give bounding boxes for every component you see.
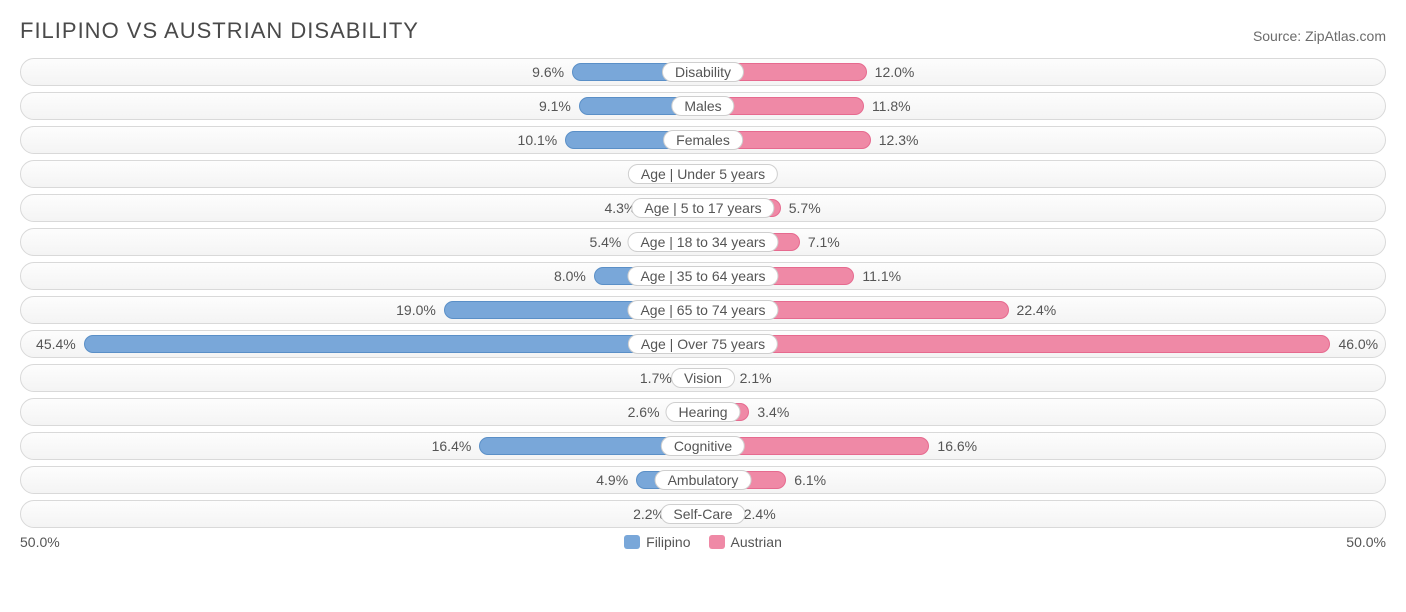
- value-label-filipino: 16.4%: [432, 437, 472, 455]
- right-half: 7.1%: [703, 229, 1385, 255]
- right-half: 11.1%: [703, 263, 1385, 289]
- left-half: 1.7%: [21, 365, 703, 391]
- category-pill: Ambulatory: [655, 470, 752, 490]
- value-label-austrian: 12.3%: [879, 131, 919, 149]
- left-half: 9.1%: [21, 93, 703, 119]
- right-half: 1.4%: [703, 161, 1385, 187]
- value-label-austrian: 5.7%: [789, 199, 821, 217]
- legend-swatch-austrian: [709, 535, 725, 549]
- right-half: 46.0%: [703, 331, 1385, 357]
- chart-row: 2.6% 3.4% Hearing: [20, 398, 1386, 426]
- right-half: 6.1%: [703, 467, 1385, 493]
- value-label-austrian: 46.0%: [1338, 335, 1378, 353]
- axis-right-label: 50.0%: [1346, 534, 1386, 550]
- chart-row: 5.4% 7.1% Age | 18 to 34 years: [20, 228, 1386, 256]
- chart-source: Source: ZipAtlas.com: [1253, 28, 1386, 44]
- left-half: 2.2%: [21, 501, 703, 527]
- legend-item-austrian: Austrian: [709, 534, 782, 550]
- left-half: 4.3%: [21, 195, 703, 221]
- right-half: 2.4%: [703, 501, 1385, 527]
- legend: Filipino Austrian: [624, 534, 782, 550]
- axis-left-label: 50.0%: [20, 534, 60, 550]
- legend-item-filipino: Filipino: [624, 534, 690, 550]
- right-half: 5.7%: [703, 195, 1385, 221]
- value-label-austrian: 2.4%: [744, 505, 776, 523]
- value-label-austrian: 3.4%: [757, 403, 789, 421]
- category-pill: Males: [671, 96, 734, 116]
- chart-row: 4.3% 5.7% Age | 5 to 17 years: [20, 194, 1386, 222]
- chart-row: 9.6% 12.0% Disability: [20, 58, 1386, 86]
- value-label-austrian: 16.6%: [937, 437, 977, 455]
- chart-container: FILIPINO VS AUSTRIAN DISABILITY Source: …: [0, 0, 1406, 560]
- legend-swatch-filipino: [624, 535, 640, 549]
- value-label-filipino: 8.0%: [554, 267, 586, 285]
- chart-row: 45.4% 46.0% Age | Over 75 years: [20, 330, 1386, 358]
- bar-filipino: [84, 335, 703, 353]
- chart-row: 16.4% 16.6% Cognitive: [20, 432, 1386, 460]
- category-pill: Age | 5 to 17 years: [631, 198, 774, 218]
- category-pill: Age | 18 to 34 years: [627, 232, 778, 252]
- chart-row: 9.1% 11.8% Males: [20, 92, 1386, 120]
- header-row: FILIPINO VS AUSTRIAN DISABILITY Source: …: [20, 18, 1386, 44]
- left-half: 1.1%: [21, 161, 703, 187]
- category-pill: Females: [663, 130, 743, 150]
- chart-area: 9.6% 12.0% Disability 9.1% 11.8% Males 10.1% 12…: [20, 58, 1386, 528]
- chart-row: 8.0% 11.1% Age | 35 to 64 years: [20, 262, 1386, 290]
- chart-row: 4.9% 6.1% Ambulatory: [20, 466, 1386, 494]
- left-half: 4.9%: [21, 467, 703, 493]
- right-half: 12.0%: [703, 59, 1385, 85]
- chart-row: 10.1% 12.3% Females: [20, 126, 1386, 154]
- right-half: 12.3%: [703, 127, 1385, 153]
- left-half: 45.4%: [21, 331, 703, 357]
- left-half: 2.6%: [21, 399, 703, 425]
- category-pill: Age | 65 to 74 years: [627, 300, 778, 320]
- value-label-filipino: 4.9%: [596, 471, 628, 489]
- category-pill: Age | Over 75 years: [628, 334, 778, 354]
- value-label-filipino: 9.1%: [539, 97, 571, 115]
- left-half: 5.4%: [21, 229, 703, 255]
- right-half: 3.4%: [703, 399, 1385, 425]
- value-label-filipino: 1.7%: [640, 369, 672, 387]
- right-half: 22.4%: [703, 297, 1385, 323]
- bar-austrian: [703, 335, 1330, 353]
- chart-row: 1.7% 2.1% Vision: [20, 364, 1386, 392]
- value-label-austrian: 11.8%: [872, 97, 911, 115]
- category-pill: Disability: [662, 62, 744, 82]
- value-label-austrian: 2.1%: [740, 369, 772, 387]
- chart-row: 2.2% 2.4%Self-Care: [20, 500, 1386, 528]
- value-label-austrian: 7.1%: [808, 233, 840, 251]
- value-label-filipino: 2.6%: [628, 403, 660, 421]
- category-pill: Age | Under 5 years: [628, 164, 778, 184]
- chart-row: 19.0% 22.4% Age | 65 to 74 years: [20, 296, 1386, 324]
- value-label-austrian: 11.1%: [862, 267, 901, 285]
- value-label-filipino: 9.6%: [532, 63, 564, 81]
- value-label-filipino: 19.0%: [396, 301, 436, 319]
- value-label-filipino: 45.4%: [36, 335, 76, 353]
- legend-label-filipino: Filipino: [646, 534, 690, 550]
- left-half: 10.1%: [21, 127, 703, 153]
- chart-row: 1.1%1.4%Age | Under 5 years: [20, 160, 1386, 188]
- left-half: 19.0%: [21, 297, 703, 323]
- value-label-austrian: 22.4%: [1017, 301, 1057, 319]
- right-half: 16.6%: [703, 433, 1385, 459]
- category-pill: Self-Care: [660, 504, 745, 524]
- left-half: 9.6%: [21, 59, 703, 85]
- category-pill: Age | 35 to 64 years: [627, 266, 778, 286]
- value-label-filipino: 10.1%: [518, 131, 558, 149]
- value-label-austrian: 6.1%: [794, 471, 826, 489]
- chart-title: FILIPINO VS AUSTRIAN DISABILITY: [20, 18, 419, 44]
- right-half: 2.1%: [703, 365, 1385, 391]
- axis-row: 50.0% Filipino Austrian 50.0%: [20, 534, 1386, 550]
- legend-label-austrian: Austrian: [731, 534, 782, 550]
- right-half: 11.8%: [703, 93, 1385, 119]
- left-half: 16.4%: [21, 433, 703, 459]
- category-pill: Hearing: [665, 402, 740, 422]
- value-label-austrian: 12.0%: [875, 63, 915, 81]
- category-pill: Vision: [671, 368, 735, 388]
- left-half: 8.0%: [21, 263, 703, 289]
- category-pill: Cognitive: [661, 436, 745, 456]
- value-label-filipino: 5.4%: [589, 233, 621, 251]
